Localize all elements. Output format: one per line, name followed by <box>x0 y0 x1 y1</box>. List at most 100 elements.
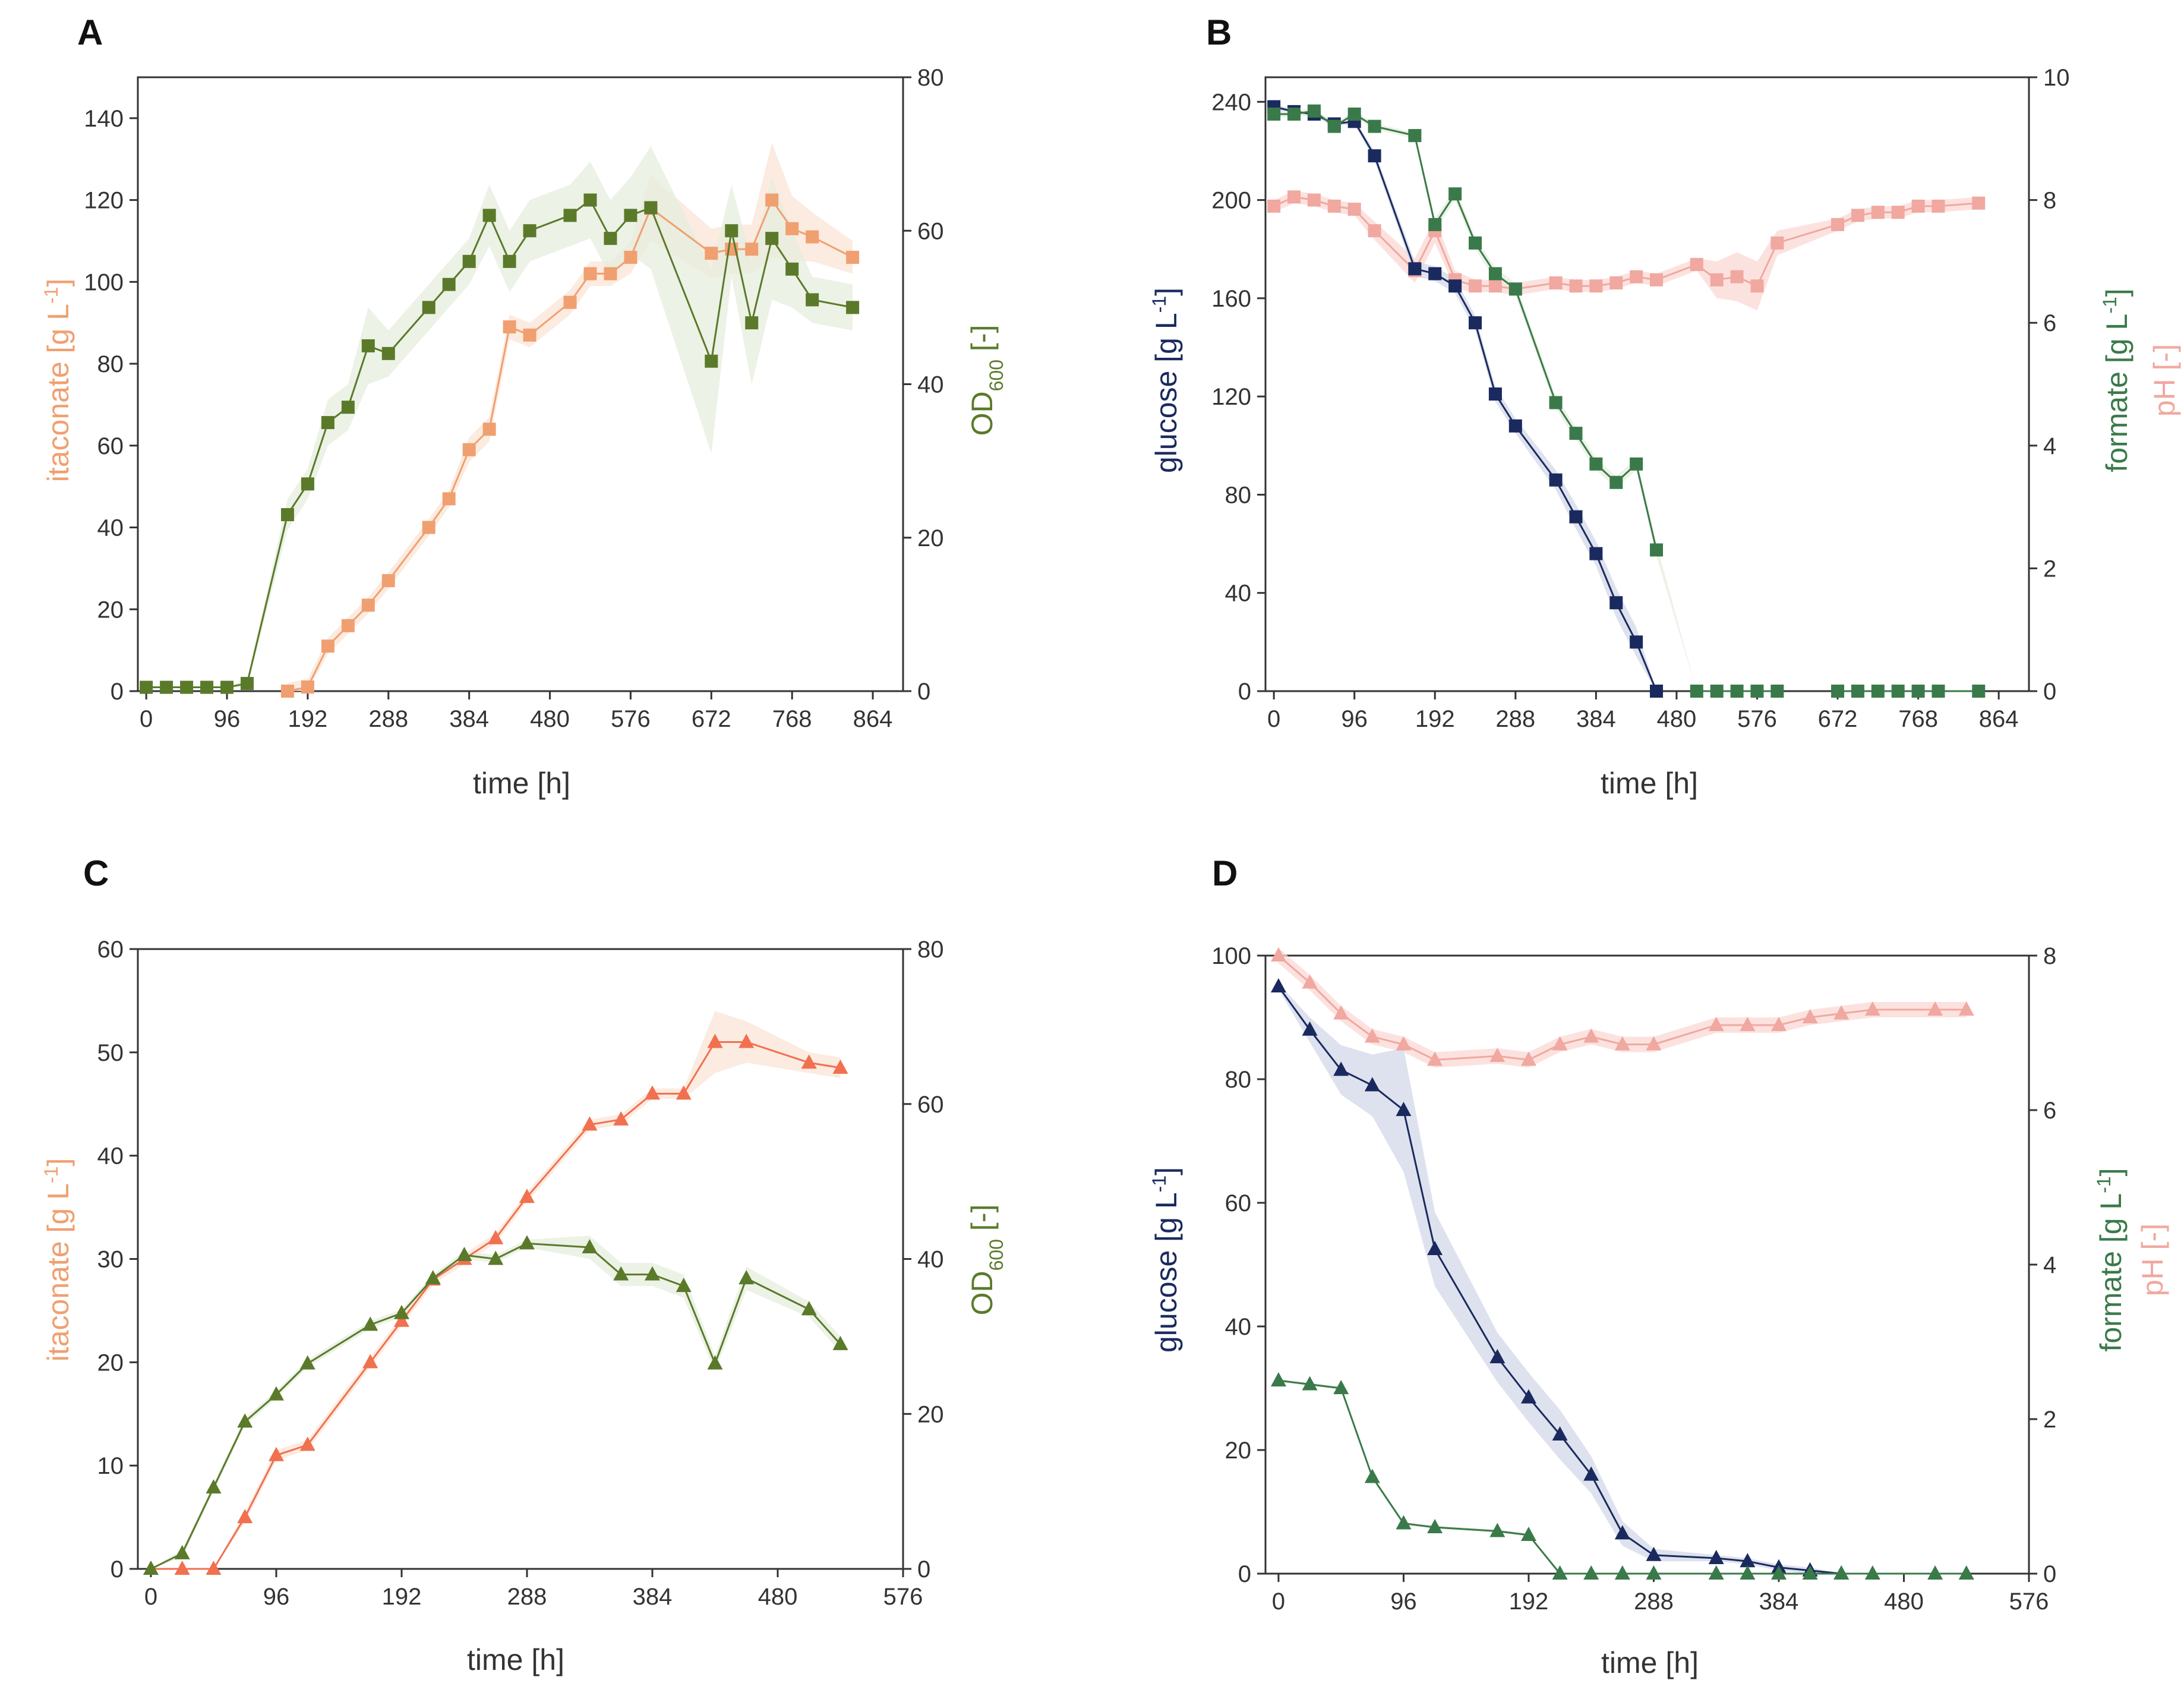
panel-c-xtick-label: 384 <box>633 1584 673 1610</box>
panel-b-y2tick-label: 0 <box>2043 679 2056 705</box>
panel-b-glucose-line <box>1273 106 1658 692</box>
panel-c-xlabel: time [h] <box>467 1643 564 1676</box>
panel-b-ph-point <box>1851 209 1864 222</box>
panel-b-ph-point <box>1891 206 1905 219</box>
panel-c-xtick-label: 576 <box>883 1584 923 1610</box>
panel-c-od600-point <box>456 1246 472 1261</box>
panel-b-formate-point <box>1750 685 1764 698</box>
panel-d-ph-point <box>1770 1017 1787 1031</box>
panel-b-ph-band <box>1274 191 1979 311</box>
panel-d-formate-point <box>1302 1376 1318 1391</box>
panel-c-y2tick-label: 20 <box>917 1401 944 1427</box>
panel-a-xlabel: time [h] <box>473 767 570 800</box>
panel-b-glucose-point <box>1569 510 1583 524</box>
panel-b-ph-point <box>1871 206 1885 219</box>
panel-d-formate-point <box>1958 1565 1974 1580</box>
panel-c-itaconate-point <box>206 1561 222 1575</box>
panel-b-formate-point <box>1770 685 1784 698</box>
panel-a-od600-point <box>765 232 779 245</box>
panel-d-formate-point <box>1552 1565 1568 1580</box>
panel-b-glucose-point <box>1630 635 1643 649</box>
panel-a-letter: A <box>77 12 103 52</box>
panel-c-itaconate-point <box>519 1189 535 1203</box>
panel-a-ytick-label: 120 <box>84 188 124 214</box>
panel-a-ytick-label: 140 <box>84 106 124 132</box>
panel-a-itaconate-point <box>381 574 395 588</box>
panel-d: D time [h] 0 96 192 288 384 480 57602040608010… <box>1148 853 2169 1679</box>
panel-a-y2label: OD600 [-] <box>965 325 1007 436</box>
panel-d-formate-point <box>1364 1468 1380 1483</box>
panel-d-glucose-point <box>1364 1077 1380 1092</box>
panel-a-ytick-label: 80 <box>97 351 124 377</box>
panel-c-itaconate-point <box>707 1033 723 1048</box>
panel-a-od600-point <box>503 254 516 268</box>
panel-b-formate-point <box>1488 267 1502 280</box>
panel-a-itaconate-point <box>806 230 819 244</box>
panel-b-formate-point <box>1871 685 1885 698</box>
panel-b-glucose-point <box>1368 149 1381 163</box>
panel-d-formate-point <box>1520 1527 1536 1541</box>
panel-c-od600-point <box>707 1355 723 1370</box>
panel-d-xtick-label: 0 <box>1272 1588 1285 1615</box>
panel-a-xtick-label: 480 <box>530 706 570 732</box>
panel-b-ytick-label: 200 <box>1211 188 1251 214</box>
panel-a: A time [h] 0 96 192 288 384 480 576 672 768 864 0 2… <box>40 12 1007 800</box>
panel-c-xtick-label: 480 <box>758 1584 798 1610</box>
panel-a-od600-point <box>806 293 819 307</box>
panel-d-glucose-band <box>1278 983 1842 1574</box>
panel-c-itaconate-point <box>644 1085 660 1100</box>
panel-a-od600-point <box>705 354 718 368</box>
panel-d-y2label: formate [g L-1] <box>2093 1168 2128 1351</box>
panel-a-itaconate-point <box>523 328 536 342</box>
panel-d-formate-point <box>1270 1372 1286 1386</box>
panel-c-od600-point <box>582 1238 598 1253</box>
panel-d-glucose-point <box>1708 1550 1724 1564</box>
panel-c-xtick-label: 96 <box>263 1584 290 1610</box>
panel-a-ylabel: itaconate [g L-1] <box>40 279 75 483</box>
panel-a-xtick-label: 576 <box>611 706 651 732</box>
panel-b-formate-point <box>1831 685 1845 698</box>
panel-b-ytick-label: 0 <box>1238 679 1251 705</box>
panel-b-ph-point <box>1327 199 1341 213</box>
panel-a-xtick-label: 288 <box>368 706 408 732</box>
panel-a-itaconate-point <box>280 685 294 698</box>
panel-c-ytick-label: 60 <box>97 937 124 963</box>
panel-d-ph-point <box>1927 1001 1943 1016</box>
panel-b-xlabel: time [h] <box>1601 767 1698 800</box>
panel-b-formate-point <box>1931 685 1945 698</box>
panel-a-ytick-label: 100 <box>84 269 124 295</box>
panel-b-ph-point <box>1609 276 1623 290</box>
panel-b-glucose-point <box>1589 547 1603 560</box>
panel-d-ytick-label: 40 <box>1225 1314 1252 1340</box>
panel-c-ytick-label: 30 <box>97 1247 124 1273</box>
panel-c-itaconate-point <box>268 1446 284 1461</box>
panel-b-formate-point <box>1508 282 1522 296</box>
panel-a-itaconate-point <box>341 619 355 632</box>
panel-b-ph-point <box>1549 276 1563 290</box>
panel-b-formate-point <box>1589 457 1603 471</box>
panel-b-ph-point <box>1368 224 1381 238</box>
panel-c-itaconate-point <box>801 1054 817 1069</box>
panel-b-ytick-label: 160 <box>1211 286 1251 312</box>
panel-c-od600-point <box>644 1266 660 1281</box>
panel-c-od600-point <box>613 1266 629 1281</box>
panel-d-glucose-point <box>1270 978 1286 992</box>
panel-a-od600-point <box>220 680 234 694</box>
panel-b-formate-point <box>1972 685 1986 698</box>
panel-b-xtick-label: 0 <box>1267 706 1280 732</box>
panel-a-od600-point <box>725 224 738 238</box>
panel-d-glucose-point <box>1552 1426 1568 1441</box>
panel-d-y2tick-label: 2 <box>2043 1407 2056 1433</box>
panel-d-y2tick-label: 6 <box>2043 1098 2056 1124</box>
panel-a-od600-point <box>583 193 597 207</box>
panel-d-glucose-point <box>1583 1466 1599 1481</box>
panel-b-ytick-label: 240 <box>1211 89 1251 115</box>
panel-a-xtick-label: 864 <box>853 706 893 732</box>
panel-a-itaconate-point <box>765 193 779 207</box>
panel-a-plot-frame <box>137 76 904 692</box>
panel-a-y2tick-label: 60 <box>917 218 944 244</box>
panel-a-itaconate-band <box>287 143 853 692</box>
panel-a-itaconate-point <box>503 320 516 334</box>
panel-b-y2tick-label: 6 <box>2043 310 2056 336</box>
